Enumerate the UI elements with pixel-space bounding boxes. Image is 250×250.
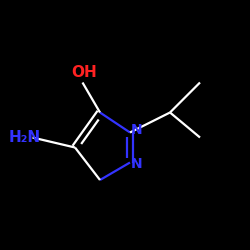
Text: N: N xyxy=(130,124,142,138)
Text: OH: OH xyxy=(71,65,96,80)
Text: H₂N: H₂N xyxy=(9,130,41,145)
Text: N: N xyxy=(130,158,142,172)
